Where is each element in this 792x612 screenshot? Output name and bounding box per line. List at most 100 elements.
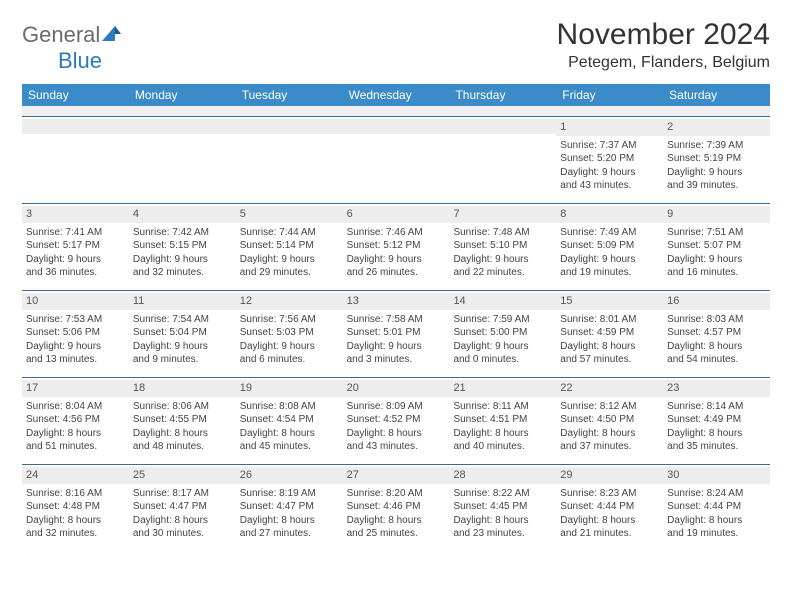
day-cell: 18Sunrise: 8:06 AMSunset: 4:55 PMDayligh… xyxy=(129,378,236,464)
week-row: 24Sunrise: 8:16 AMSunset: 4:48 PMDayligh… xyxy=(22,464,770,551)
day-cell xyxy=(236,117,343,203)
daylight-text: Daylight: 8 hours xyxy=(560,340,659,354)
daylight-text: and 45 minutes. xyxy=(240,440,339,454)
dayname: Wednesday xyxy=(343,84,450,106)
spacer-row xyxy=(22,106,770,116)
sunrise-text: Sunrise: 8:06 AM xyxy=(133,400,232,414)
daylight-text: Daylight: 9 hours xyxy=(133,253,232,267)
day-cell: 12Sunrise: 7:56 AMSunset: 5:03 PMDayligh… xyxy=(236,291,343,377)
day-number: 16 xyxy=(667,295,679,307)
daynum-row: 23 xyxy=(663,380,770,397)
day-cell: 4Sunrise: 7:42 AMSunset: 5:15 PMDaylight… xyxy=(129,204,236,290)
daylight-text: and 35 minutes. xyxy=(667,440,766,454)
daylight-text: and 39 minutes. xyxy=(667,179,766,193)
daylight-text: and 13 minutes. xyxy=(26,353,125,367)
daynum-row: 29 xyxy=(556,467,663,484)
daynum-row: 25 xyxy=(129,467,236,484)
daylight-text: Daylight: 8 hours xyxy=(26,427,125,441)
sunrise-text: Sunrise: 7:56 AM xyxy=(240,313,339,327)
logo: General xyxy=(22,22,124,48)
title-block: November 2024 Petegem, Flanders, Belgium xyxy=(557,18,770,72)
dayname: Monday xyxy=(129,84,236,106)
day-cell: 3Sunrise: 7:41 AMSunset: 5:17 PMDaylight… xyxy=(22,204,129,290)
daynum-row: 10 xyxy=(22,293,129,310)
logo-text-general: General xyxy=(22,22,100,48)
daynum-row: 20 xyxy=(343,380,450,397)
sunrise-text: Sunrise: 8:22 AM xyxy=(453,487,552,501)
sunrise-text: Sunrise: 8:23 AM xyxy=(560,487,659,501)
day-number: 24 xyxy=(26,469,38,481)
sunset-text: Sunset: 4:55 PM xyxy=(133,413,232,427)
daylight-text: Daylight: 8 hours xyxy=(347,427,446,441)
daylight-text: Daylight: 9 hours xyxy=(26,253,125,267)
daylight-text: Daylight: 9 hours xyxy=(667,253,766,267)
header: General November 2024 Petegem, Flanders,… xyxy=(22,18,770,72)
logo-triangle-icon xyxy=(102,24,122,47)
sunset-text: Sunset: 4:47 PM xyxy=(133,500,232,514)
day-number: 4 xyxy=(133,208,139,220)
daylight-text: Daylight: 8 hours xyxy=(26,514,125,528)
day-number: 19 xyxy=(240,382,252,394)
daylight-text: and 37 minutes. xyxy=(560,440,659,454)
sunset-text: Sunset: 5:06 PM xyxy=(26,326,125,340)
day-cell: 26Sunrise: 8:19 AMSunset: 4:47 PMDayligh… xyxy=(236,465,343,551)
daynum-row: 27 xyxy=(343,467,450,484)
day-number: 20 xyxy=(347,382,359,394)
daynum-row: 17 xyxy=(22,380,129,397)
sunset-text: Sunset: 5:07 PM xyxy=(667,239,766,253)
daynum-row: 14 xyxy=(449,293,556,310)
day-cell: 21Sunrise: 8:11 AMSunset: 4:51 PMDayligh… xyxy=(449,378,556,464)
sunset-text: Sunset: 5:01 PM xyxy=(347,326,446,340)
daylight-text: Daylight: 9 hours xyxy=(240,340,339,354)
day-number: 29 xyxy=(560,469,572,481)
daynum-row: 9 xyxy=(663,206,770,223)
sunset-text: Sunset: 4:57 PM xyxy=(667,326,766,340)
daynum-row: 22 xyxy=(556,380,663,397)
day-number: 14 xyxy=(453,295,465,307)
daylight-text: and 0 minutes. xyxy=(453,353,552,367)
day-number: 10 xyxy=(26,295,38,307)
daynum-row: 30 xyxy=(663,467,770,484)
week-row: 10 Sunrise: 7:53 AMSunset: 5:06 PM Dayligh… xyxy=(22,290,770,377)
day-number: 25 xyxy=(133,469,145,481)
daylight-text: and 30 minutes. xyxy=(133,527,232,541)
daynum-row: 24 xyxy=(22,467,129,484)
day-cell: 23Sunrise: 8:14 AMSunset: 4:49 PMDayligh… xyxy=(663,378,770,464)
day-cell: 8Sunrise: 7:49 AMSunset: 5:09 PMDaylight… xyxy=(556,204,663,290)
sunset-text: Sunset: 5:00 PM xyxy=(453,326,552,340)
day-number: 1 xyxy=(560,121,566,133)
daylight-text: and 48 minutes. xyxy=(133,440,232,454)
daynum-row: 18 xyxy=(129,380,236,397)
sunrise-text: Sunrise: 8:01 AM xyxy=(560,313,659,327)
dayname: Saturday xyxy=(663,84,770,106)
day-number: 17 xyxy=(26,382,38,394)
daynum-row xyxy=(129,119,236,134)
daylight-text: and 6 minutes. xyxy=(240,353,339,367)
day-cell: 14Sunrise: 7:59 AMSunset: 5:00 PMDayligh… xyxy=(449,291,556,377)
daynum-row: 2 xyxy=(663,119,770,136)
daynum-row: 1 xyxy=(556,119,663,136)
day-number: 22 xyxy=(560,382,572,394)
daylight-text: and 21 minutes. xyxy=(560,527,659,541)
dayname-row: SundayMondayTuesdayWednesdayThursdayFrid… xyxy=(22,84,770,106)
sunset-text: Sunset: 5:19 PM xyxy=(667,152,766,166)
day-cell: 25Sunrise: 8:17 AMSunset: 4:47 PMDayligh… xyxy=(129,465,236,551)
daylight-text: and 27 minutes. xyxy=(240,527,339,541)
sunrise-text: Sunrise: 7:53 AM xyxy=(26,313,125,327)
daylight-text: and 40 minutes. xyxy=(453,440,552,454)
sunrise-text: Sunrise: 8:17 AM xyxy=(133,487,232,501)
daylight-text: Daylight: 8 hours xyxy=(560,514,659,528)
sunrise-text: Sunrise: 7:39 AM xyxy=(667,139,766,153)
daylight-text: and 36 minutes. xyxy=(26,266,125,280)
daylight-text: Daylight: 8 hours xyxy=(560,427,659,441)
week-row: 3Sunrise: 7:41 AMSunset: 5:17 PMDaylight… xyxy=(22,203,770,290)
day-cell xyxy=(22,117,129,203)
daylight-text: Daylight: 9 hours xyxy=(453,253,552,267)
sunrise-text: Sunrise: 8:24 AM xyxy=(667,487,766,501)
day-cell: 1Sunrise: 7:37 AMSunset: 5:20 PMDaylight… xyxy=(556,117,663,203)
sunrise-text: Sunrise: 7:51 AM xyxy=(667,226,766,240)
sunrise-text: Sunrise: 8:14 AM xyxy=(667,400,766,414)
day-cell: 5Sunrise: 7:44 AMSunset: 5:14 PMDaylight… xyxy=(236,204,343,290)
sunset-text: Sunset: 5:09 PM xyxy=(560,239,659,253)
sunset-text: Sunset: 4:51 PM xyxy=(453,413,552,427)
